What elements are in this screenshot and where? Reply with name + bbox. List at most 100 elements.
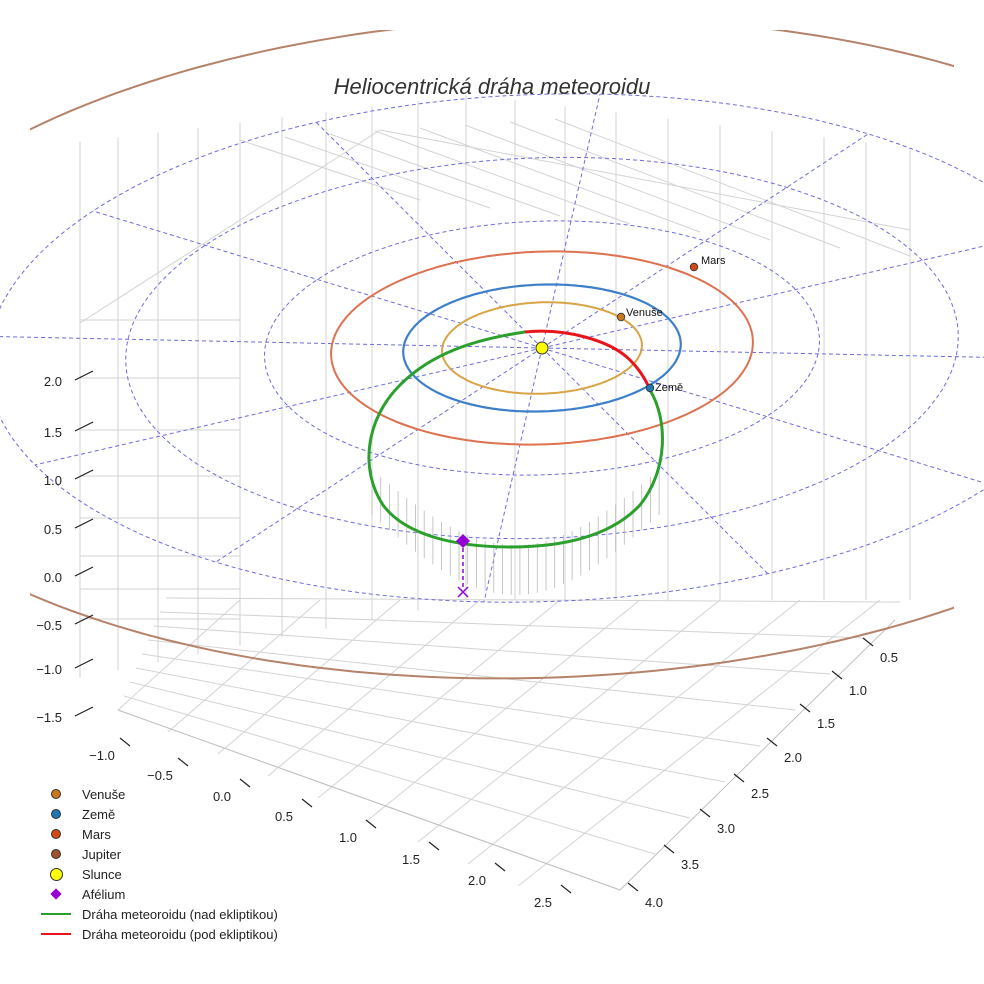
grid-line bbox=[123, 695, 656, 855]
legend-marker bbox=[51, 789, 61, 799]
reference-circle bbox=[0, 93, 984, 603]
legend-item: Jupiter bbox=[38, 844, 278, 864]
legend-label: Afélium bbox=[82, 886, 126, 902]
grid-line bbox=[517, 599, 881, 887]
grid-line bbox=[467, 599, 801, 865]
legend-marker bbox=[50, 888, 62, 900]
z-tick-mark bbox=[74, 614, 94, 625]
x-tick-label: 2.0 bbox=[468, 873, 486, 888]
tick-labels-layer: 2.0 1.5 1.0 0.5 0.0 −0.5 −1.0 −1.5 −1.0 −0.5 0.0 0.… bbox=[36, 370, 898, 910]
x-tick-label: −0.5 bbox=[147, 768, 173, 783]
mars-marker bbox=[689, 262, 699, 272]
meteoroid-orbit-above bbox=[367, 330, 664, 549]
reference-radial-line bbox=[215, 347, 543, 563]
z-tick-mark bbox=[74, 370, 94, 381]
planet-label-earth: Země bbox=[655, 382, 683, 394]
legend-label: Mars bbox=[82, 826, 111, 842]
grid-line bbox=[267, 599, 481, 777]
z-tick-label: −1.0 bbox=[36, 662, 62, 677]
reference-radial-line bbox=[541, 93, 601, 349]
reference-radial-line bbox=[541, 245, 984, 349]
y-tick-mark bbox=[627, 882, 639, 892]
legend-item: Afélium bbox=[38, 884, 278, 904]
drop-lines-layer bbox=[371, 470, 660, 595]
grid-line bbox=[554, 118, 911, 257]
grid-line bbox=[509, 121, 841, 249]
z-tick-mark bbox=[74, 706, 94, 717]
aphelion-projection-marker bbox=[457, 586, 469, 598]
legend-symbol bbox=[38, 809, 74, 819]
legend-item: Slunce bbox=[38, 864, 278, 884]
planet-label-mars: Mars bbox=[701, 255, 726, 267]
grid-line bbox=[284, 136, 491, 209]
legend-label: Jupiter bbox=[82, 846, 122, 862]
grid-line bbox=[367, 599, 641, 821]
z-tick-label: 2.0 bbox=[44, 374, 62, 389]
y-tick-mark bbox=[862, 637, 874, 647]
y-tick-mark bbox=[766, 737, 778, 747]
legend-label: Venuše bbox=[82, 786, 126, 802]
grid-line bbox=[417, 599, 721, 843]
legend-label: Slunce bbox=[82, 866, 122, 882]
reference-radial-line bbox=[0, 336, 543, 349]
y-tick-mark bbox=[699, 808, 711, 818]
z-tick-label: −0.5 bbox=[36, 618, 62, 633]
meteoroid-orbit-layer bbox=[367, 329, 664, 549]
legend-symbol bbox=[38, 789, 74, 799]
aphelion-marker bbox=[456, 534, 470, 548]
x-tick-mark bbox=[494, 862, 506, 872]
orbit-Mars bbox=[330, 250, 754, 446]
reference-radial-line bbox=[541, 347, 769, 575]
grid-line bbox=[159, 611, 866, 639]
x-tick-label: 0.0 bbox=[213, 789, 231, 804]
grid-line bbox=[117, 599, 241, 711]
reference-radial-line bbox=[541, 347, 984, 358]
grid-line bbox=[147, 639, 796, 711]
legend-symbol bbox=[38, 849, 74, 859]
z-tick-label: 0.5 bbox=[44, 522, 62, 537]
y-tick-label: 1.0 bbox=[849, 683, 867, 698]
legend-marker bbox=[51, 849, 61, 859]
grid-line bbox=[329, 133, 561, 217]
legend-item: Země bbox=[38, 804, 278, 824]
ecliptic-reference-layer bbox=[0, 93, 984, 603]
grid-line bbox=[464, 124, 771, 241]
reference-circle bbox=[125, 156, 959, 540]
legend: Venuše Země Mars Jupiter Slunce Afélium Dráha … bbox=[38, 784, 278, 944]
reference-radial-line bbox=[315, 121, 543, 349]
grid-layer bbox=[79, 95, 911, 891]
reference-radial-line bbox=[541, 347, 984, 484]
legend-symbol bbox=[38, 933, 74, 935]
grid-line bbox=[129, 681, 691, 819]
y-tick-mark bbox=[831, 670, 843, 680]
grid-line bbox=[141, 653, 761, 747]
y-tick-label: 4.0 bbox=[645, 895, 663, 910]
z-tick-label: 0.0 bbox=[44, 570, 62, 585]
y-tick-label: 1.5 bbox=[817, 716, 835, 731]
legend-marker bbox=[41, 913, 71, 915]
markers-layer: Venuše Země Mars bbox=[456, 255, 726, 598]
planet-label-venus: Venuše bbox=[626, 307, 663, 319]
x-tick-label: 2.5 bbox=[534, 895, 552, 910]
grid-line bbox=[419, 127, 701, 233]
legend-item: Dráha meteoroidu (nad ekliptikou) bbox=[38, 904, 278, 924]
legend-symbol bbox=[38, 829, 74, 839]
x-tick-mark bbox=[239, 778, 251, 788]
chart-title: Heliocentrická dráha meteoroidu bbox=[333, 74, 651, 99]
z-tick-mark bbox=[74, 566, 94, 577]
planet-orbits-layer bbox=[30, 30, 954, 680]
grid-line bbox=[217, 599, 401, 755]
legend-label: Země bbox=[82, 806, 116, 822]
x-tick-label: 0.5 bbox=[275, 809, 293, 824]
grid-line bbox=[379, 129, 911, 231]
legend-marker bbox=[51, 809, 61, 819]
grid-line bbox=[317, 599, 561, 799]
legend-symbol bbox=[38, 913, 74, 915]
grid-line bbox=[135, 667, 726, 783]
legend-item: Venuše bbox=[38, 784, 278, 804]
legend-marker bbox=[41, 933, 71, 935]
grid-line bbox=[374, 130, 631, 225]
x-tick-mark bbox=[560, 884, 572, 894]
y-tick-mark bbox=[799, 703, 811, 713]
